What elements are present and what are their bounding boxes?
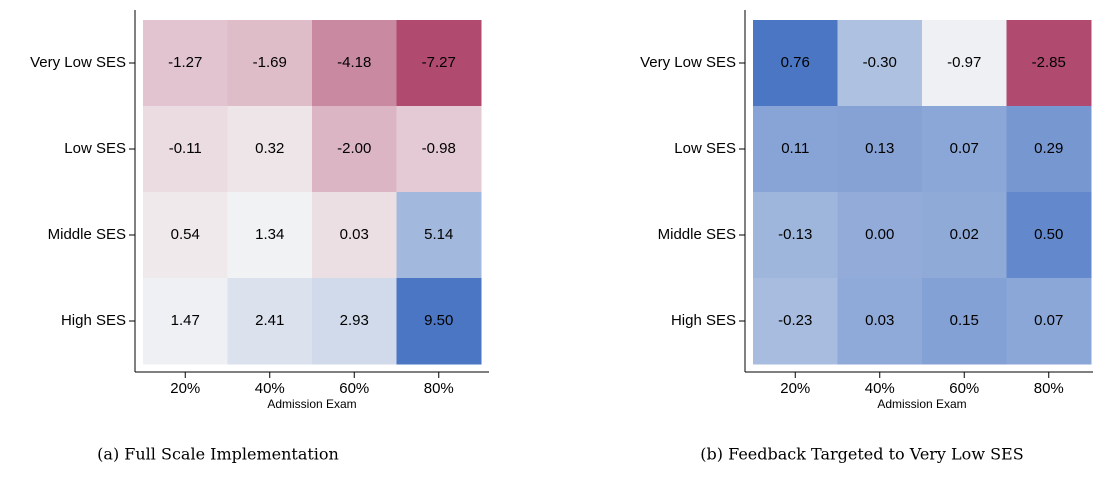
cell-label: 0.29 [1034, 140, 1063, 157]
cell [1006, 20, 1092, 107]
cell-label: 0.32 [255, 140, 284, 157]
cell-label: -0.23 [778, 312, 812, 329]
cell-label: 0.07 [950, 140, 979, 157]
cell-label: 0.76 [781, 54, 810, 71]
cell-label: 0.03 [340, 226, 369, 243]
cell-label: 5.14 [424, 226, 453, 243]
y-tick-label: Low SES [64, 140, 126, 157]
x-axis-label: Admission Exam [267, 397, 356, 411]
cell [143, 106, 228, 193]
cell [396, 20, 482, 107]
cell [143, 278, 228, 365]
x-tick-label: 80% [1034, 380, 1064, 397]
x-tick-label: 20% [780, 380, 810, 397]
cell-label: 0.54 [171, 226, 200, 243]
x-tick-label: 40% [255, 380, 285, 397]
cell-label: 0.00 [865, 226, 894, 243]
cell [396, 106, 482, 193]
cell-label: 9.50 [424, 312, 453, 329]
cell-label: 0.50 [1034, 226, 1063, 243]
cell [837, 20, 923, 107]
cell [396, 192, 482, 279]
cell-label: -0.11 [169, 140, 202, 157]
cell [922, 192, 1007, 279]
caption: (b) Feedback Targeted to Very Low SES [700, 445, 1023, 464]
cell-label: 0.11 [781, 140, 809, 157]
cell [837, 106, 923, 193]
cell-label: -2.00 [337, 140, 371, 157]
y-tick-label: Middle SES [658, 226, 736, 243]
cell-label: 1.47 [171, 312, 200, 329]
cell [1006, 106, 1092, 193]
cell [753, 278, 838, 365]
x-tick-label: 40% [865, 380, 895, 397]
y-tick-label: Very Low SES [640, 54, 736, 71]
cell-label: 0.02 [950, 226, 979, 243]
cell [837, 278, 923, 365]
cell [922, 20, 1007, 107]
cell [227, 20, 313, 107]
cell [1006, 278, 1092, 365]
cell [312, 278, 397, 365]
cell [143, 192, 228, 279]
cell-label: -0.13 [778, 226, 812, 243]
cell-label: -1.69 [253, 54, 287, 71]
x-axis-label: Admission Exam [877, 397, 966, 411]
cell [396, 278, 482, 365]
cell-label: -1.27 [168, 54, 202, 71]
cell [922, 106, 1007, 193]
y-tick-label: High SES [61, 312, 126, 329]
x-tick-label: 80% [424, 380, 454, 397]
cell-label: -0.30 [863, 54, 897, 71]
cell [312, 20, 397, 107]
cell [922, 278, 1007, 365]
cell-label: 1.34 [255, 226, 284, 243]
cell [312, 106, 397, 193]
y-tick-label: Middle SES [48, 226, 126, 243]
cell [227, 192, 313, 279]
cell-label: 0.13 [865, 140, 894, 157]
x-tick-label: 60% [949, 380, 979, 397]
cell [753, 192, 838, 279]
caption: (a) Full Scale Implementation [97, 445, 339, 464]
cell-label: -0.97 [947, 54, 981, 71]
cell [1006, 192, 1092, 279]
y-tick-label: High SES [671, 312, 736, 329]
cell [227, 106, 313, 193]
cell [753, 106, 838, 193]
cell [143, 20, 228, 107]
y-tick-label: Low SES [674, 140, 736, 157]
cell-label: -4.18 [337, 54, 371, 71]
cell-label: 0.03 [865, 312, 894, 329]
cell [837, 192, 923, 279]
cell-label: 0.15 [950, 312, 979, 329]
y-tick-label: Very Low SES [30, 54, 126, 71]
cell-label: -2.85 [1032, 54, 1066, 71]
cell [753, 20, 838, 107]
cell-label: -0.98 [422, 140, 456, 157]
cell-label: -7.27 [422, 54, 456, 71]
cell [227, 278, 313, 365]
x-tick-label: 60% [339, 380, 369, 397]
cell-label: 2.93 [340, 312, 369, 329]
cell-label: 0.07 [1034, 312, 1063, 329]
x-tick-label: 20% [170, 380, 200, 397]
cell [312, 192, 397, 279]
cell-label: 2.41 [255, 312, 284, 329]
